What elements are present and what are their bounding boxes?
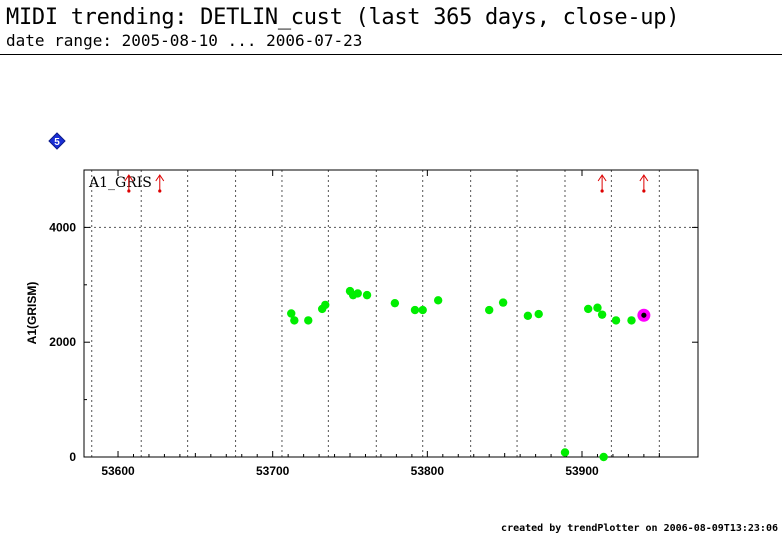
data-point bbox=[498, 298, 508, 307]
y-tick-label: 0 bbox=[69, 450, 76, 464]
data-point bbox=[593, 303, 602, 312]
ticks-layer: 53600 53700 53800 53900 0 2000 4000 bbox=[49, 170, 698, 478]
y-axis-title: A1(GRISM) bbox=[25, 282, 39, 345]
highlighted-point bbox=[637, 308, 651, 322]
data-point bbox=[599, 452, 608, 462]
x-tick-label: 53600 bbox=[101, 464, 135, 478]
grid-layer bbox=[84, 170, 698, 457]
out-of-range-arrow-icon bbox=[155, 174, 165, 193]
data-point bbox=[418, 305, 427, 315]
data-point bbox=[287, 309, 296, 318]
data-point bbox=[390, 298, 400, 308]
chart-title: MIDI trending: DETLIN_cust (last 365 day… bbox=[6, 5, 680, 30]
panel-badge-icon: 5 bbox=[48, 132, 66, 150]
y-tick-label: 2000 bbox=[49, 335, 76, 349]
data-point bbox=[304, 316, 313, 325]
x-tick-label: 53700 bbox=[256, 464, 290, 478]
data-point bbox=[611, 316, 621, 325]
y-tick-label: 4000 bbox=[49, 220, 76, 234]
plot-frame bbox=[83, 169, 699, 458]
data-point bbox=[523, 311, 533, 320]
out-of-range-arrow-icon bbox=[597, 174, 607, 193]
out-of-range-markers bbox=[124, 174, 649, 193]
data-point bbox=[597, 310, 607, 319]
header-divider bbox=[0, 54, 782, 55]
data-point bbox=[560, 448, 570, 457]
x-tick-label: 53900 bbox=[565, 464, 599, 478]
x-tick-label: 53800 bbox=[411, 464, 445, 478]
date-range-subtitle: date range: 2005-08-10 ... 2006-07-23 bbox=[6, 31, 363, 50]
data-point bbox=[410, 305, 420, 315]
panel-label: A1_GRIS bbox=[88, 175, 152, 191]
panel-badge-label: 5 bbox=[54, 137, 60, 148]
out-of-range-arrow-icon bbox=[639, 174, 649, 193]
data-points bbox=[287, 286, 636, 462]
out-of-range-arrow-icon bbox=[124, 174, 134, 193]
data-point bbox=[433, 296, 443, 305]
data-point bbox=[353, 289, 362, 298]
footer-credit: created by trendPlotter on 2006-08-09T13… bbox=[501, 523, 778, 534]
latest-point-center bbox=[641, 312, 647, 318]
data-point bbox=[321, 300, 330, 310]
data-point bbox=[362, 290, 372, 300]
data-point bbox=[627, 316, 636, 325]
data-point bbox=[534, 309, 543, 319]
data-point bbox=[290, 316, 299, 325]
data-point bbox=[583, 304, 593, 314]
data-point bbox=[485, 305, 494, 315]
